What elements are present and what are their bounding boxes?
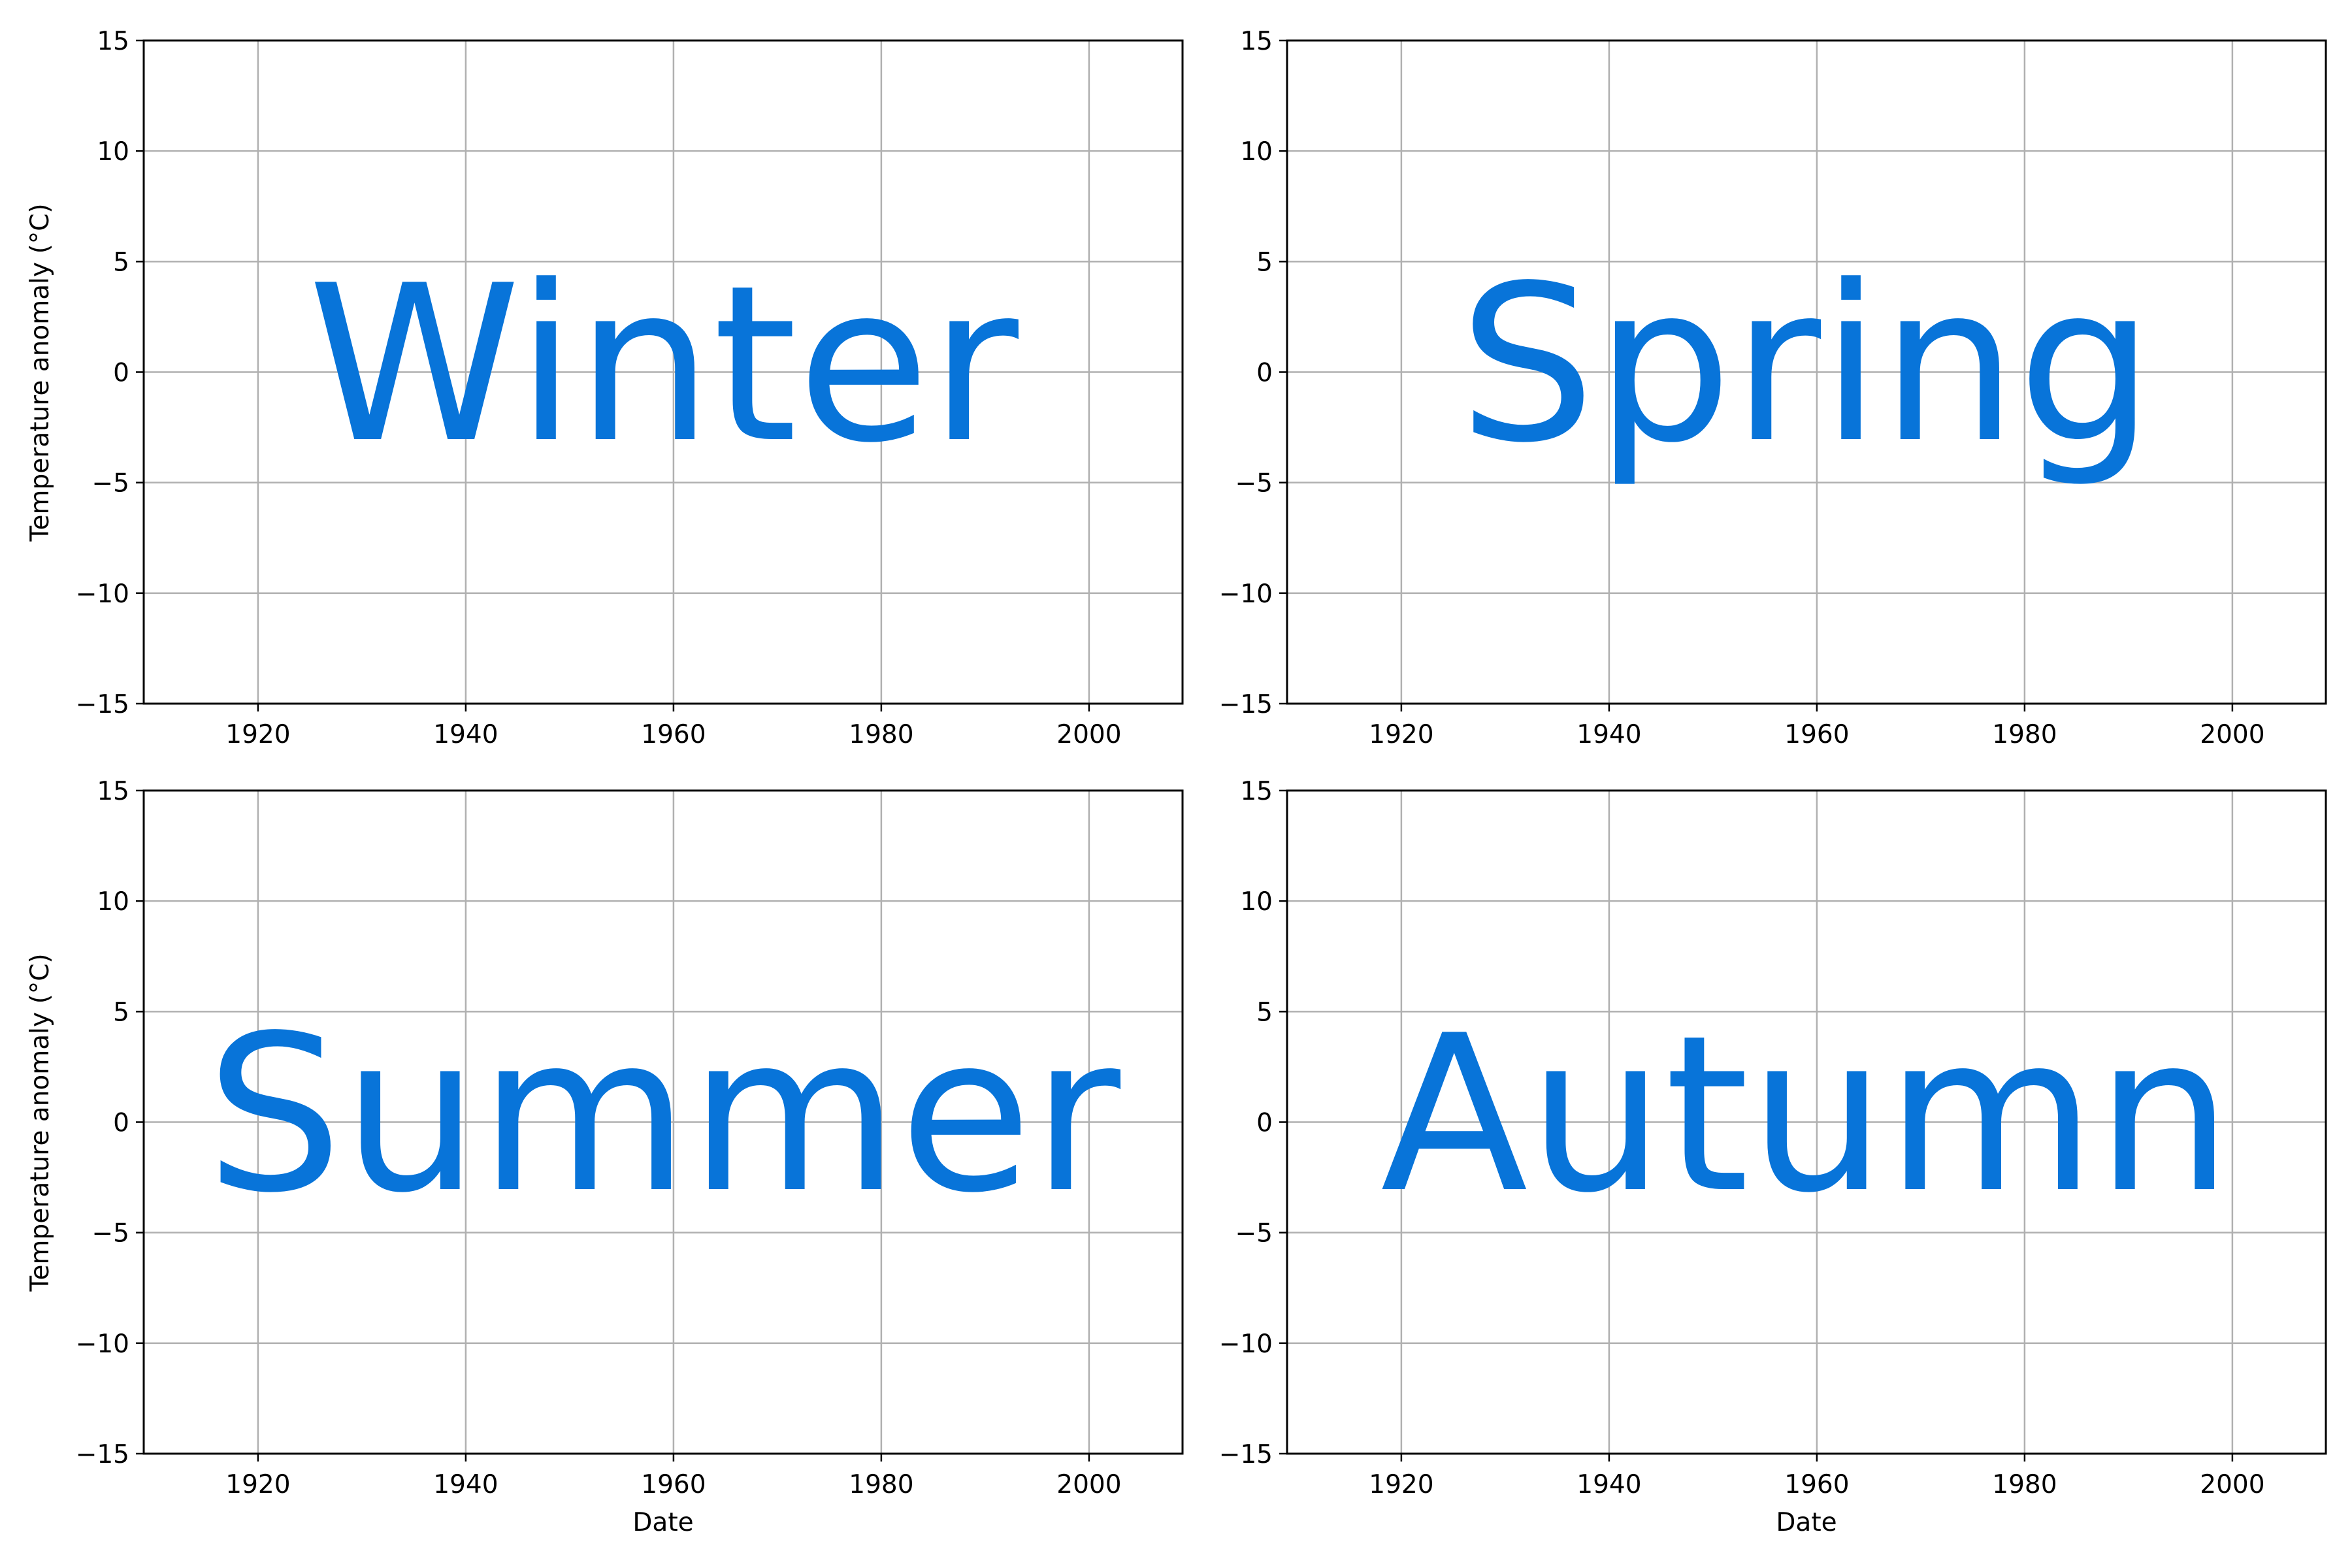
panel-winter: Winter 1920 1940 1960 1980 2000−15−10−505101… — [25, 27, 1184, 749]
tick-layer: 1920 1940 1960 1980 2000 −15 −10 −5 0 5 10 15 — [76, 777, 1122, 1499]
season-label-spring: Spring — [1459, 239, 2155, 490]
panel-spring: Spring 1920 1940 1960 1980 2000−15−10−505101… — [1219, 27, 2327, 749]
y-tick-label: −10 — [76, 1330, 129, 1359]
x-tick-label: 2000 — [1056, 720, 1121, 749]
x-tick-label: 1920 — [1369, 720, 1433, 749]
x-tick-label: 1980 — [849, 1470, 913, 1499]
tick-layer: 1920 1940 1960 1980 2000 −15 −10 −5 0 5 10 15 — [1219, 27, 2265, 749]
y-tick-label: 10 — [1240, 137, 1273, 167]
y-tick-label: 15 — [97, 27, 129, 56]
x-tick-label: 1980 — [1992, 1470, 2057, 1499]
x-tick-label: 1940 — [433, 1470, 498, 1499]
y-tick-label: 15 — [1240, 777, 1273, 806]
x-tick-label: 1980 — [1992, 720, 2057, 749]
y-tick-label: −10 — [1219, 1330, 1273, 1359]
x-tick-label: 1980 — [849, 720, 913, 749]
x-tick-label: 2000 — [1056, 1470, 1121, 1499]
y-tick-label: 10 — [97, 887, 129, 917]
y-tick-label: 5 — [1256, 248, 1273, 277]
x-tick-label: 1920 — [1369, 1470, 1433, 1499]
tick-layer: 1920 1940 1960 1980 2000 −15 −10 −5 0 5 10 15 — [76, 27, 1122, 749]
grid-layer — [1287, 791, 2326, 1454]
y-tick-label: 0 — [113, 1109, 129, 1138]
y-tick-label: 5 — [1256, 998, 1273, 1027]
panel-summer: Summer 1920 1940 1960 1980 2000−15−10−505101… — [25, 777, 1184, 1537]
tick-layer: 1920 1940 1960 1980 2000 −15 −10 −5 0 5 10 15 — [1219, 777, 2265, 1499]
x-tick-label: 1940 — [433, 720, 498, 749]
season-label-autumn: Autumn — [1380, 989, 2232, 1240]
y-axis-label: Temperature anomaly (°C) — [25, 953, 55, 1292]
y-tick-label: 10 — [1240, 887, 1273, 917]
season-label-summer: Summer — [206, 989, 1123, 1240]
x-tick-label: 1960 — [1784, 1470, 1849, 1499]
x-axis-label: Date — [632, 1508, 693, 1537]
x-tick-label: 1940 — [1576, 720, 1641, 749]
grid-layer — [144, 41, 1183, 704]
y-axis-label: Temperature anomaly (°C) — [25, 203, 55, 542]
x-tick-label: 1920 — [225, 1470, 290, 1499]
panel-autumn: Autumn 1920 1940 1960 1980 2000−15−10−505101… — [1219, 777, 2327, 1537]
y-tick-label: −5 — [1235, 1219, 1273, 1249]
y-tick-label: 0 — [1256, 359, 1273, 388]
y-tick-label: −5 — [92, 469, 130, 498]
y-tick-label: −5 — [1235, 469, 1273, 498]
x-tick-label: 1960 — [1784, 720, 1849, 749]
grid-layer — [1287, 41, 2326, 704]
y-tick-label: −15 — [1219, 1440, 1273, 1469]
x-tick-label: 1920 — [225, 720, 290, 749]
y-tick-label: 0 — [113, 359, 129, 388]
x-tick-label: 1960 — [641, 720, 706, 749]
x-axis-label: Date — [1776, 1508, 1837, 1537]
x-tick-label: 2000 — [2200, 720, 2264, 749]
y-tick-label: −10 — [1219, 580, 1273, 609]
y-tick-label: −15 — [76, 1440, 129, 1469]
y-tick-label: 10 — [97, 137, 129, 167]
y-tick-label: −15 — [76, 690, 129, 719]
y-tick-label: −10 — [76, 580, 129, 609]
y-tick-label: −15 — [1219, 690, 1273, 719]
y-tick-label: 5 — [113, 248, 129, 277]
y-tick-label: −5 — [92, 1219, 130, 1249]
x-tick-label: 1960 — [641, 1470, 706, 1499]
season-label-winter: Winter — [308, 239, 1021, 490]
y-tick-label: 0 — [1256, 1109, 1273, 1138]
x-tick-label: 1940 — [1576, 1470, 1641, 1499]
y-tick-label: 15 — [97, 777, 129, 806]
x-tick-label: 2000 — [2200, 1470, 2264, 1499]
y-tick-label: 5 — [113, 998, 129, 1027]
y-tick-label: 15 — [1240, 27, 1273, 56]
grid-layer — [144, 791, 1183, 1454]
